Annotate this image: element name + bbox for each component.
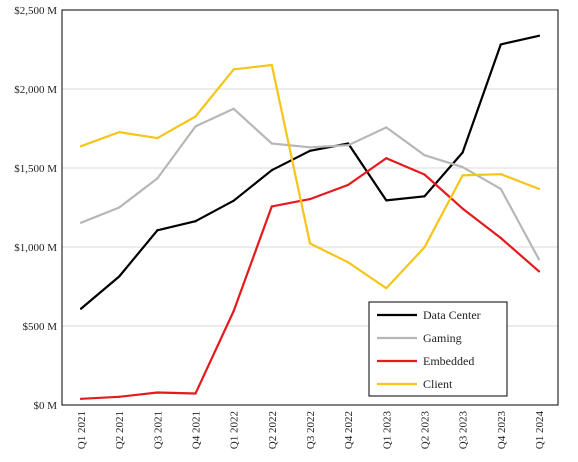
- data-point-gaming: [385, 126, 388, 129]
- data-point-client: [423, 246, 426, 249]
- data-point-client: [347, 261, 350, 264]
- data-point-client: [537, 187, 541, 190]
- data-point-embedded: [194, 392, 197, 395]
- data-point-client: [156, 137, 159, 140]
- legend-label: Client: [423, 377, 453, 391]
- x-tick-label: Q1 2023: [381, 411, 393, 450]
- legend: Data Center Gaming Embedded Client: [368, 301, 508, 397]
- data-point-gaming: [194, 125, 197, 128]
- x-tick-label: Q3 2023: [458, 411, 470, 450]
- y-tick-label: $0 M: [33, 400, 57, 412]
- data-point-gaming: [118, 206, 121, 209]
- series-lines: [79, 34, 541, 400]
- data-point-embedded: [156, 391, 159, 394]
- data-point-embedded: [79, 397, 83, 400]
- x-tick-label: Q4 2023: [496, 411, 508, 450]
- data-point-gaming: [156, 177, 159, 180]
- y-axis-tick-labels: $0 M $500 M $1,000 M $1,500 M $2,000 M $2,500…: [14, 5, 57, 412]
- data-point-client: [194, 115, 197, 118]
- data-point-embedded: [461, 207, 464, 210]
- x-tick-label: Q4 2021: [191, 411, 203, 449]
- data-point-data-center: [537, 34, 541, 37]
- data-point-client: [461, 174, 464, 177]
- x-tick-label: Q3 2021: [152, 411, 164, 449]
- x-tick-label: Q2 2022: [267, 411, 279, 449]
- data-point-gaming: [270, 142, 273, 145]
- data-point-data-center: [232, 199, 235, 202]
- data-point-client: [270, 63, 273, 67]
- data-point-data-center: [118, 275, 121, 278]
- legend-label: Embedded: [423, 354, 474, 368]
- data-point-data-center: [423, 195, 426, 198]
- x-tick-label: Q1 2021: [76, 411, 88, 449]
- data-point-embedded: [270, 205, 273, 208]
- data-point-data-center: [308, 149, 312, 152]
- legend-label: Data Center: [423, 308, 481, 322]
- data-point-client: [118, 131, 121, 134]
- y-tick-label: $1,000 M: [14, 242, 57, 254]
- data-point-client: [385, 287, 388, 290]
- x-tick-label: Q1 2024: [534, 411, 546, 450]
- data-point-gaming: [347, 144, 350, 147]
- data-point-gaming: [308, 146, 312, 149]
- legend-label: Gaming: [423, 331, 462, 345]
- data-point-data-center: [499, 43, 502, 46]
- data-point-data-center: [385, 199, 388, 202]
- data-point-embedded: [308, 198, 312, 201]
- data-point-client: [232, 68, 235, 71]
- legend-box: [368, 301, 508, 397]
- data-point-data-center: [194, 220, 197, 223]
- data-point-data-center: [461, 151, 464, 154]
- data-point-gaming: [499, 187, 502, 190]
- y-tick-label: $2,500 M: [14, 5, 57, 17]
- data-point-client: [499, 173, 502, 176]
- x-tick-label: Q4 2022: [343, 411, 355, 449]
- data-point-embedded: [385, 157, 388, 160]
- data-point-embedded: [499, 236, 502, 240]
- data-point-embedded: [347, 183, 350, 187]
- data-point-embedded: [118, 395, 121, 398]
- data-point-data-center: [156, 229, 159, 232]
- data-point-gaming: [461, 165, 464, 169]
- y-tick-label: $2,000 M: [14, 84, 57, 96]
- x-tick-label: Q1 2022: [229, 411, 241, 449]
- x-tick-label: Q2 2023: [419, 411, 431, 450]
- data-point-embedded: [537, 270, 541, 273]
- data-point-client: [79, 145, 83, 148]
- data-point-gaming: [537, 258, 541, 261]
- data-point-data-center: [270, 169, 273, 172]
- plot-area-frame: [61, 9, 559, 406]
- data-point-gaming: [423, 154, 426, 157]
- x-tick-label: Q3 2022: [305, 411, 317, 449]
- data-point-client: [308, 242, 312, 245]
- data-point-embedded: [423, 173, 426, 176]
- y-tick-label: $1,500 M: [14, 163, 57, 175]
- x-tick-label: Q2 2021: [114, 411, 126, 449]
- data-point-embedded: [232, 309, 235, 313]
- y-tick-label: $500 M: [22, 321, 57, 333]
- data-point-data-center: [79, 307, 83, 310]
- x-axis-tick-labels: Q1 2021 Q2 2021 Q3 2021 Q4 2021 Q1 2022 Q2 20…: [76, 411, 546, 450]
- data-point-gaming: [79, 221, 83, 224]
- data-point-gaming: [232, 107, 235, 110]
